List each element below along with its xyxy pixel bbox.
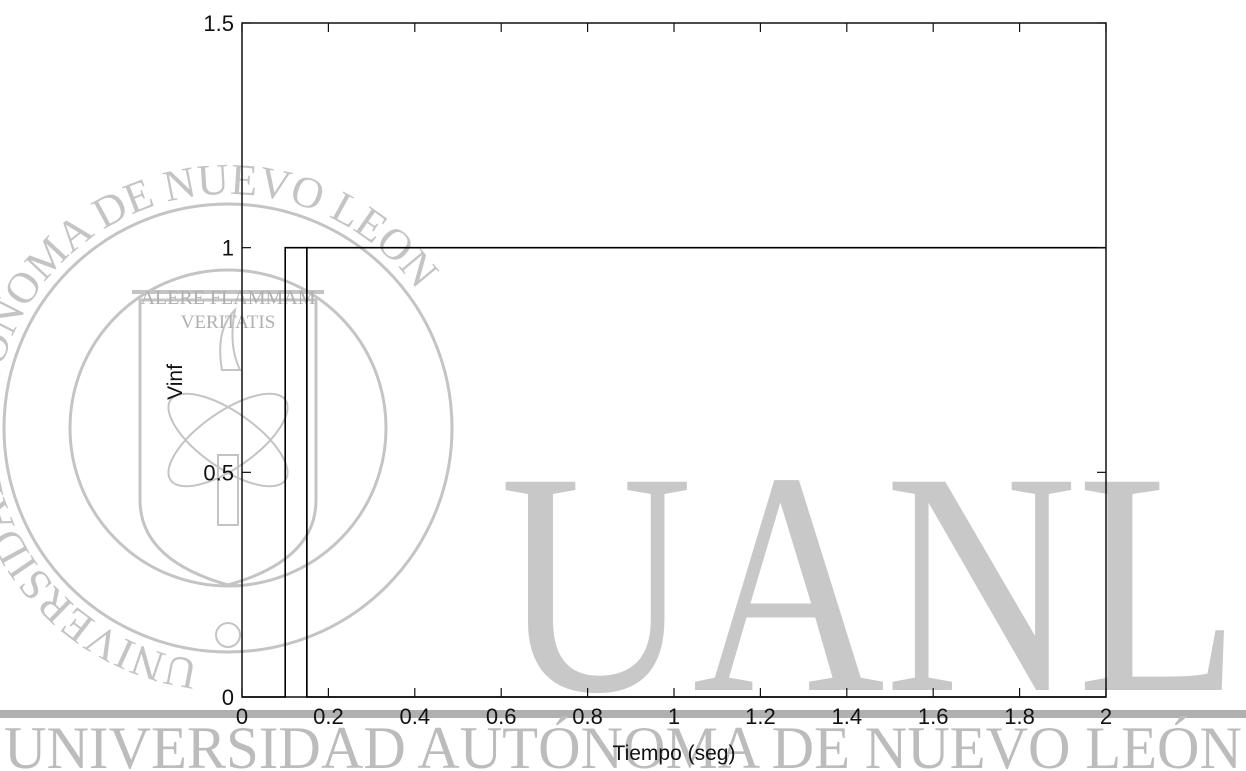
y-tick-label: 1.5 xyxy=(203,11,234,36)
x-tick-label: 1 xyxy=(668,704,680,729)
plot-area: 0 0.2 0.4 0.6 0.8 1 1.2 1.4 1.6 1.8 2 0 0.5 1 1.5 Tie… xyxy=(164,11,1112,765)
series-line-2 xyxy=(305,246,1106,697)
uanl-big-letters: UANL xyxy=(500,407,1240,759)
series-layer xyxy=(242,246,1106,698)
y-tick-label: 0 xyxy=(222,685,234,710)
x-tick-label: 0.4 xyxy=(400,704,431,729)
x-tick-label: 0.6 xyxy=(486,704,517,729)
y-axis-label: Vinf xyxy=(164,364,187,400)
x-tick-label: 2 xyxy=(1100,704,1112,729)
seal-motto-2: VERITATIS xyxy=(181,312,276,333)
y-tick-label: 1 xyxy=(222,236,234,261)
x-tick-label: 1.2 xyxy=(745,704,776,729)
x-tick-label: 1.6 xyxy=(918,704,949,729)
watermark-bar xyxy=(0,710,1246,718)
x-tick-label: 1.8 xyxy=(1004,704,1035,729)
x-tick-label: 1.4 xyxy=(832,704,863,729)
x-tick-label: 0 xyxy=(236,704,248,729)
y-axis: 0 0.5 1 1.5 xyxy=(203,11,1106,710)
x-tick-label: 0.2 xyxy=(313,704,344,729)
series-line-1 xyxy=(242,246,1106,698)
y-tick-label: 0.5 xyxy=(203,460,234,485)
x-axis-label: Tiempo (seg) xyxy=(613,742,736,765)
x-tick-label: 0.8 xyxy=(572,704,603,729)
x-axis: 0 0.2 0.4 0.6 0.8 1 1.2 1.4 1.6 1.8 2 xyxy=(236,23,1112,729)
seal-emblem xyxy=(2,202,454,654)
seal-motto-1: ALERE FLAMMAM xyxy=(140,287,315,309)
watermark-footer: UNIVERSIDAD AUTÓNOMA DE NUEVO LEÓN xyxy=(4,715,1242,771)
